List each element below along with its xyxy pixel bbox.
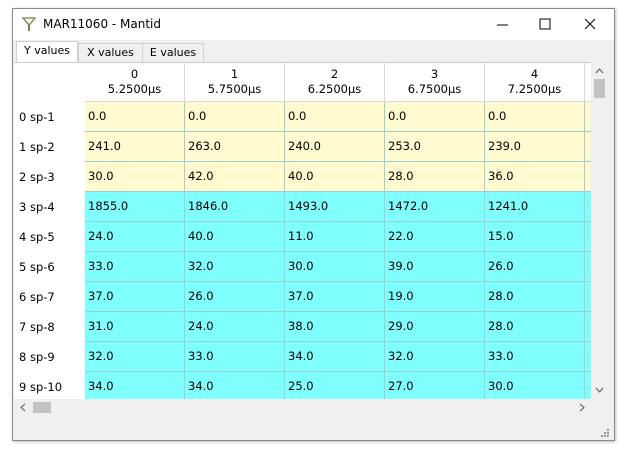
column-index: 3 (430, 67, 439, 81)
table-cell-edge (585, 372, 591, 400)
vertical-scrollbar[interactable] (591, 62, 608, 399)
table-cell: 33.0 (485, 342, 585, 372)
data-table: 0 5.2500µs 1 5.7500µs 2 6.2500µs 3 6.7500µs 4 7.2… (14, 62, 591, 400)
table-cell: 30.0 (285, 252, 385, 282)
column-x-value: 6.7500µs (407, 82, 462, 96)
row-header: 8 sp-9 (14, 342, 85, 372)
row-header: 4 sp-5 (14, 222, 85, 252)
table-cell: 30.0 (85, 162, 185, 192)
table-cell-edge (585, 342, 591, 372)
table-cell: 42.0 (185, 162, 285, 192)
table-cell: 24.0 (185, 312, 285, 342)
window-title: MAR11060 - Mantid (43, 17, 162, 31)
row-header: 9 sp-10 (14, 372, 85, 400)
table-cell: 28.0 (385, 162, 485, 192)
column-header: 1 5.7500µs (185, 63, 285, 102)
table-cell: 1855.0 (85, 192, 185, 222)
table-cell: 32.0 (185, 252, 285, 282)
table-cell-edge (585, 282, 591, 312)
column-index: 0 (130, 67, 139, 81)
table-cell: 39.0 (385, 252, 485, 282)
table-cell: 0.0 (485, 102, 585, 132)
table-cell: 22.0 (385, 222, 485, 252)
table-cell: 27.0 (385, 372, 485, 400)
table-cell: 1241.0 (485, 192, 585, 222)
table-cell: 34.0 (185, 372, 285, 400)
table-cell-edge (585, 312, 591, 342)
table-cell: 34.0 (85, 372, 185, 400)
column-header: 3 6.7500µs (385, 63, 485, 102)
horizontal-scrollbar[interactable] (14, 399, 591, 416)
table-cell: 38.0 (285, 312, 385, 342)
table-cell: 31.0 (85, 312, 185, 342)
table-cell: 0.0 (185, 102, 285, 132)
table-cell: 37.0 (85, 282, 185, 312)
title-bar: MAR11060 - Mantid (13, 9, 614, 40)
table-cell-edge (585, 102, 591, 132)
table-cell: 263.0 (185, 132, 285, 162)
table-cell: 11.0 (285, 222, 385, 252)
window: MAR11060 - Mantid Y values X values E va… (12, 8, 615, 441)
table-cell: 32.0 (385, 342, 485, 372)
table-cell: 32.0 (85, 342, 185, 372)
table-cell: 36.0 (485, 162, 585, 192)
table-cell: 28.0 (485, 312, 585, 342)
row-header: 0 sp-1 (14, 102, 85, 132)
table-cell-edge (585, 132, 591, 162)
table-cell: 28.0 (485, 282, 585, 312)
table-cell: 30.0 (485, 372, 585, 400)
resize-grip[interactable] (599, 427, 611, 439)
table-cell: 33.0 (85, 252, 185, 282)
table-cell: 40.0 (185, 222, 285, 252)
table-cell: 0.0 (85, 102, 185, 132)
table-cell: 239.0 (485, 132, 585, 162)
table-cell: 29.0 (385, 312, 485, 342)
row-header: 3 sp-4 (14, 192, 85, 222)
column-x-value: 5.7500µs (207, 82, 262, 96)
row-header: 6 sp-7 (14, 282, 85, 312)
table-cell: 1472.0 (385, 192, 485, 222)
row-header: 5 sp-6 (14, 252, 85, 282)
column-index: 4 (530, 67, 539, 81)
window-controls[interactable] (483, 9, 614, 40)
tab[interactable]: Y values (16, 41, 78, 63)
table-cell: 253.0 (385, 132, 485, 162)
column-header: 0 5.2500µs (85, 63, 185, 102)
table-cell-edge (585, 252, 591, 282)
row-header: 2 sp-3 (14, 162, 85, 192)
column-header: 4 7.2500µs (485, 63, 585, 102)
table-cell: 241.0 (85, 132, 185, 162)
table-cell: 240.0 (285, 132, 385, 162)
table-cell: 34.0 (285, 342, 385, 372)
table-cell: 37.0 (285, 282, 385, 312)
table-cell: 19.0 (385, 282, 485, 312)
table-cell-edge (585, 162, 591, 192)
table-cell: 33.0 (185, 342, 285, 372)
column-header: 2 6.2500µs (285, 63, 385, 102)
table-cell: 0.0 (385, 102, 485, 132)
table-cell: 26.0 (485, 252, 585, 282)
app-icon (21, 17, 37, 31)
table-cell: 25.0 (285, 372, 385, 400)
table-cell: 40.0 (285, 162, 385, 192)
column-index: 2 (330, 67, 339, 81)
column-x-value: 7.2500µs (507, 82, 562, 96)
table-cell: 24.0 (85, 222, 185, 252)
row-header: 7 sp-8 (14, 312, 85, 342)
column-x-value: 6.2500µs (307, 82, 362, 96)
table-cell-edge (585, 192, 591, 222)
row-header: 1 sp-2 (14, 132, 85, 162)
column-x-value: 5.2500µs (107, 82, 162, 96)
table-cell: 15.0 (485, 222, 585, 252)
table-cell-edge (585, 222, 591, 252)
table-cell: 1493.0 (285, 192, 385, 222)
table-cell: 0.0 (285, 102, 385, 132)
table-cell: 26.0 (185, 282, 285, 312)
column-index: 1 (230, 67, 239, 81)
tab[interactable]: X values (78, 43, 143, 62)
table-cell: 1846.0 (185, 192, 285, 222)
tab[interactable]: E values (142, 43, 204, 62)
column-header-edge (585, 63, 591, 102)
